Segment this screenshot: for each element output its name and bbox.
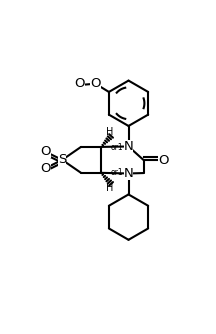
Text: O: O	[41, 162, 51, 175]
Text: O: O	[75, 77, 85, 90]
Text: H: H	[106, 127, 113, 137]
Text: N: N	[124, 167, 133, 180]
Text: O: O	[90, 77, 101, 90]
Text: H: H	[106, 183, 113, 193]
Text: S: S	[58, 153, 66, 166]
Text: O: O	[90, 77, 101, 90]
Text: O: O	[158, 154, 168, 167]
Text: N: N	[124, 140, 133, 153]
Text: O: O	[41, 145, 51, 158]
Text: or1: or1	[111, 168, 123, 177]
Text: or1: or1	[111, 144, 123, 153]
